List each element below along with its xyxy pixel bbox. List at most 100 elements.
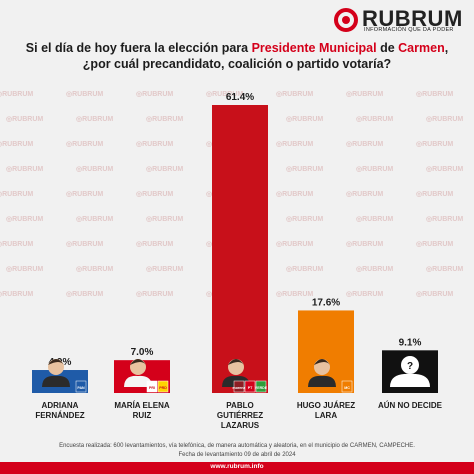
- party-logo-pt-icon: [244, 380, 256, 393]
- watermark-text: ◎RUBRUM: [416, 291, 454, 298]
- watermark-text: ◎RUBRUM: [66, 191, 104, 198]
- question-text-3: , ¿por cuál precandidato, coalición o pa…: [82, 41, 449, 71]
- candidate-name-label: PABLO GUTIÉRREZ LAZARUS: [216, 401, 264, 430]
- watermark-text: ◎RUBRUM: [0, 191, 34, 198]
- party-logo-text: VERDE: [255, 386, 268, 390]
- watermark-text: ◎RUBRUM: [6, 266, 44, 273]
- survey-question: Si el día de hoy fuera la elección para …: [20, 40, 454, 72]
- logo-wordmark: RUBRUM: [362, 6, 463, 31]
- party-logo-mc-icon: [341, 380, 353, 393]
- watermark-text: ◎RUBRUM: [136, 291, 174, 298]
- watermark-text: ◎RUBRUM: [66, 291, 104, 298]
- party-logo-morena-icon: [233, 380, 245, 393]
- watermark-text: ◎RUBRUM: [346, 141, 384, 148]
- bar: [212, 105, 268, 393]
- watermark-text: ◎RUBRUM: [356, 266, 394, 273]
- candidate-name-label: MARÍA ELENA RUIZ: [114, 401, 170, 420]
- watermark-text: ◎RUBRUM: [76, 166, 114, 173]
- watermark-text: ◎RUBRUM: [356, 116, 394, 123]
- survey-footer: Encuesta realizada: 600 levantamientos, …: [0, 442, 474, 460]
- candidate-shirt: [42, 375, 70, 387]
- watermark-text: ◎RUBRUM: [416, 191, 454, 198]
- bar-value-label: 61.4%: [226, 92, 254, 103]
- party-logo-verde-icon: [255, 380, 267, 393]
- watermark-text: ◎RUBRUM: [136, 241, 174, 248]
- party-logo-text: PAN: [77, 386, 85, 390]
- watermark-text: ◎RUBRUM: [346, 91, 384, 98]
- party-logo-text: MC: [344, 386, 350, 390]
- question-highlight-office: Presidente Municipal: [251, 41, 377, 55]
- watermark-text: ◎RUBRUM: [136, 191, 174, 198]
- watermark-text: ◎RUBRUM: [426, 216, 464, 223]
- watermark-text: ◎RUBRUM: [286, 266, 324, 273]
- watermark-text: ◎RUBRUM: [146, 166, 184, 173]
- watermark-text: ◎RUBRUM: [416, 241, 454, 248]
- candidate-hair: [130, 359, 146, 365]
- watermark-text: ◎RUBRUM: [0, 291, 34, 298]
- watermark-text: ◎RUBRUM: [426, 116, 464, 123]
- watermark-text: ◎RUBRUM: [146, 266, 184, 273]
- watermark-text: ◎RUBRUM: [66, 141, 104, 148]
- logo-tagline: INFORMACIÓN QUE DA PODER: [364, 27, 454, 33]
- watermark-text: ◎RUBRUM: [6, 216, 44, 223]
- watermark-text: ◎RUBRUM: [346, 241, 384, 248]
- website-link[interactable]: www.rubrum.info: [210, 463, 264, 470]
- candidate-shirt: [124, 375, 152, 387]
- bar-value-label: 17.6%: [312, 297, 340, 308]
- party-logo-prd-icon: [157, 380, 169, 393]
- question-text-1: Si el día de hoy fuera la elección para: [25, 41, 252, 55]
- question-mark-icon: ?: [407, 361, 413, 372]
- bar-value-label: 9.1%: [399, 337, 422, 348]
- rubrum-logo: RUBRUM INFORMACIÓN QUE DA PODER: [332, 6, 468, 34]
- watermark-text: ◎RUBRUM: [286, 116, 324, 123]
- candidate-shirt: [308, 375, 336, 387]
- watermark-text: ◎RUBRUM: [426, 166, 464, 173]
- candidate-name-label: HUGO JUÁREZ LARA: [296, 401, 356, 420]
- party-logo-text: PT: [248, 386, 253, 390]
- watermark-text: ◎RUBRUM: [206, 91, 244, 98]
- party-logo-text: PRI: [149, 386, 155, 390]
- candidate-hair: [48, 359, 64, 365]
- watermark-text: ◎RUBRUM: [6, 166, 44, 173]
- watermark-text: ◎RUBRUM: [66, 91, 104, 98]
- watermark-text: ◎RUBRUM: [76, 116, 114, 123]
- rubrum-logo-icon: [334, 8, 358, 32]
- watermark-text: ◎RUBRUM: [356, 216, 394, 223]
- watermark-text: ◎RUBRUM: [6, 116, 44, 123]
- watermark-text: ◎RUBRUM: [416, 91, 454, 98]
- watermark-text: ◎RUBRUM: [146, 216, 184, 223]
- watermark-text: ◎RUBRUM: [346, 291, 384, 298]
- watermark-text: ◎RUBRUM: [276, 241, 314, 248]
- watermark-text: ◎RUBRUM: [356, 166, 394, 173]
- watermark-text: ◎RUBRUM: [136, 91, 174, 98]
- watermark-text: ◎RUBRUM: [426, 266, 464, 273]
- party-logo-pan-icon: [75, 380, 87, 393]
- watermark-text: ◎RUBRUM: [136, 141, 174, 148]
- watermark-text: ◎RUBRUM: [0, 141, 34, 148]
- unknown-person-body: [390, 373, 430, 387]
- watermark-text: ◎RUBRUM: [66, 241, 104, 248]
- candidate-name-label: AÚN NO DECIDE: [377, 401, 442, 410]
- watermark-text: ◎RUBRUM: [76, 216, 114, 223]
- watermark-text: ◎RUBRUM: [146, 116, 184, 123]
- watermark-text: ◎RUBRUM: [0, 91, 34, 98]
- party-logo-text: PRD: [159, 386, 167, 390]
- candidate-name-label: ADRIANA FERNÁNDEZ: [35, 401, 85, 420]
- question-text-2: de: [376, 41, 399, 55]
- methodology-note: Encuesta realizada: 600 levantamientos, …: [59, 443, 415, 449]
- watermark-text: ◎RUBRUM: [276, 191, 314, 198]
- watermark-text: ◎RUBRUM: [276, 91, 314, 98]
- url-bar: www.rubrum.info: [0, 462, 474, 474]
- candidate-hair: [228, 359, 244, 365]
- party-logo-pri-icon: [146, 380, 158, 393]
- unknown-person-icon: [401, 356, 419, 374]
- watermark-text: ◎RUBRUM: [346, 191, 384, 198]
- watermark-text: ◎RUBRUM: [416, 141, 454, 148]
- survey-date: Fecha de levantamiento 09 de abril de 20…: [178, 452, 296, 458]
- bar-value-label: 7.0%: [131, 347, 154, 358]
- party-logo-text: morena: [233, 386, 247, 390]
- watermark-text: ◎RUBRUM: [0, 241, 34, 248]
- watermark-text: ◎RUBRUM: [276, 291, 314, 298]
- watermark-text: ◎RUBRUM: [276, 141, 314, 148]
